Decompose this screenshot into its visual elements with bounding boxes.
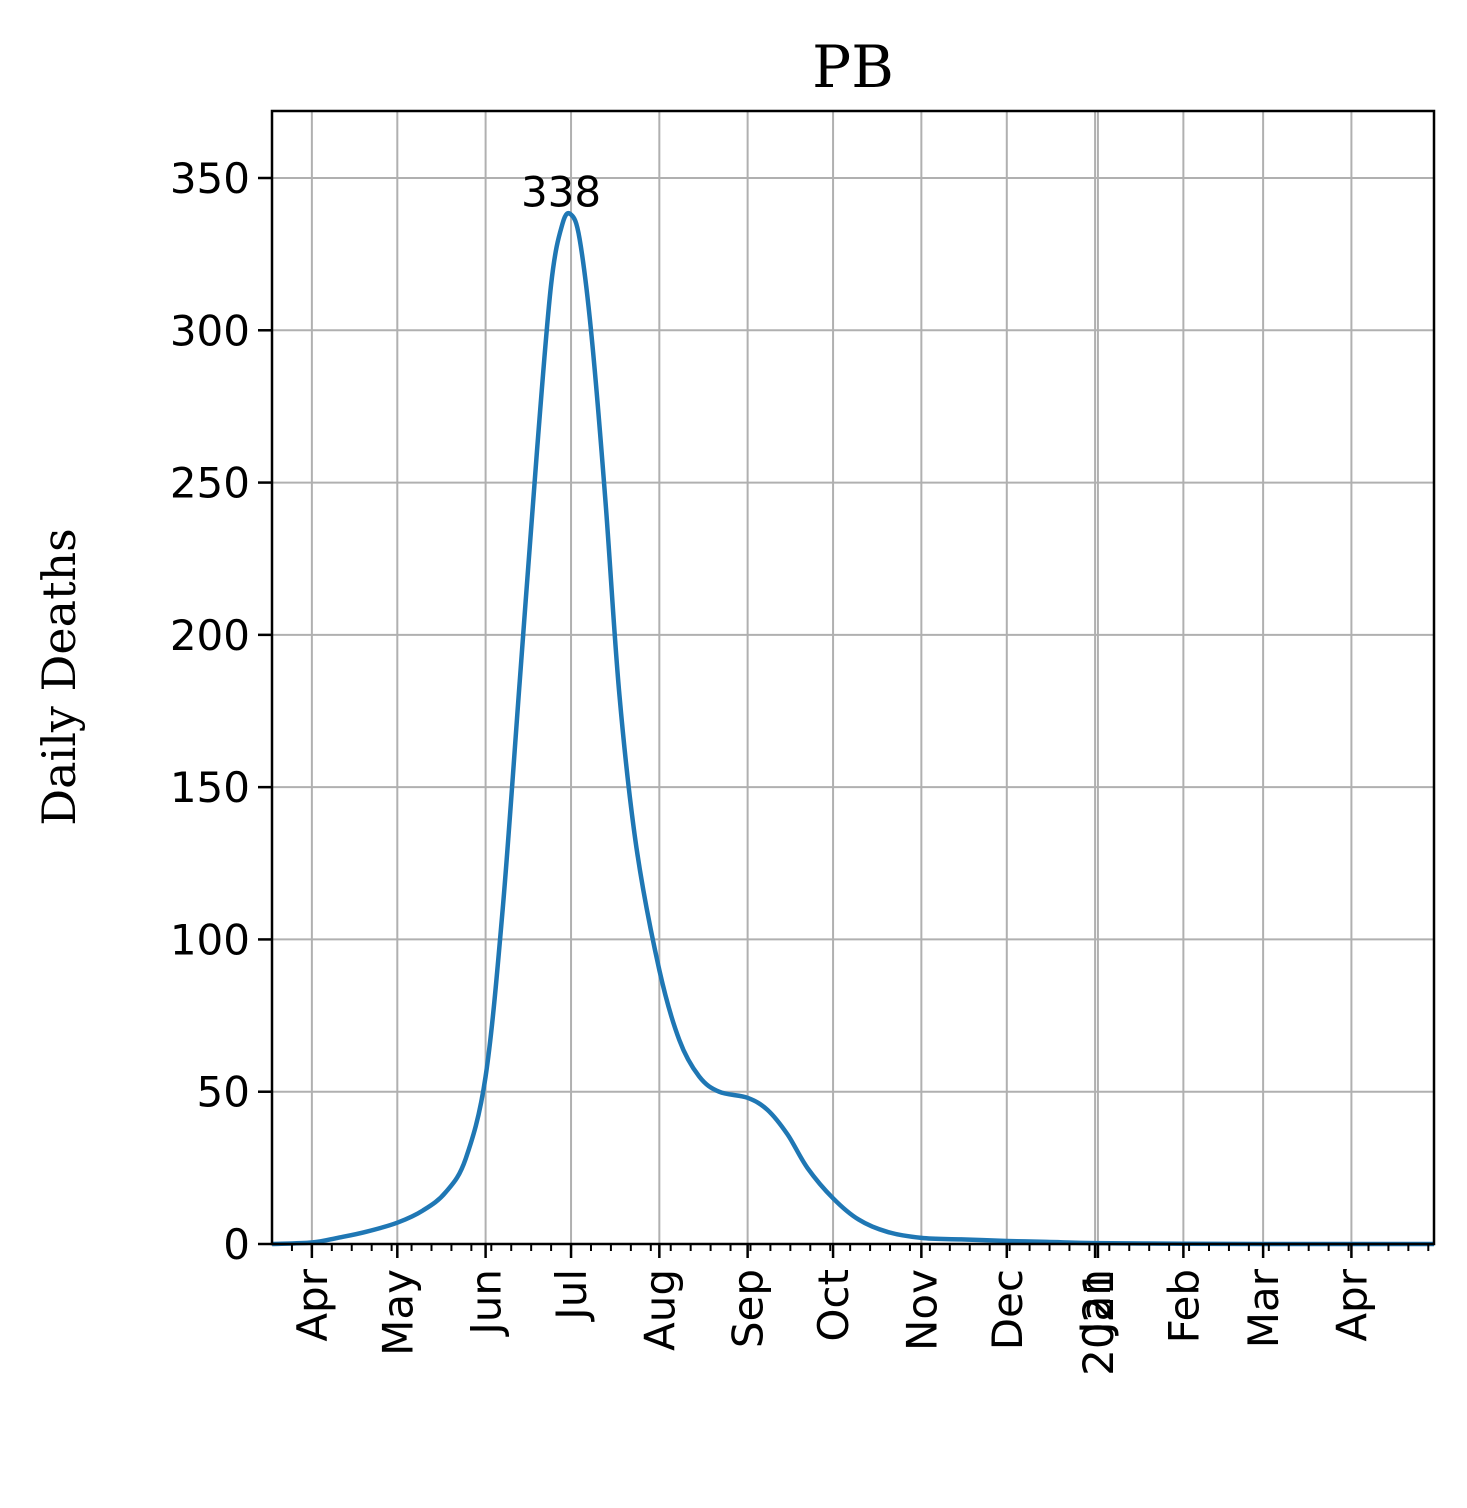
plot-frame	[270, 109, 1436, 1246]
annotations: 338	[521, 168, 601, 217]
y-tick-label: 250	[170, 459, 250, 508]
y-tick-label: 300	[170, 306, 250, 355]
tick-labels: 0 50 100 150 200 250 300 350 Apr May Jun Jul Aug Sep O…	[170, 154, 1377, 1376]
y-tick-label: 200	[170, 611, 250, 660]
grid	[272, 111, 1434, 1245]
peak-label: 338	[521, 168, 601, 217]
x-tick-label: Aug	[635, 1269, 684, 1351]
x-tick-label: Feb	[1159, 1269, 1208, 1343]
x-tick-label: Dec	[983, 1269, 1032, 1350]
x-tick-label: Oct	[809, 1269, 858, 1342]
ticks	[258, 176, 1430, 1258]
y-tick-label: 0	[223, 1220, 250, 1269]
series-line	[271, 211, 1434, 1247]
x-tick-label: Sep	[724, 1269, 773, 1348]
chart-title: PB	[812, 33, 894, 101]
x-tick-label: 2021	[1074, 1269, 1123, 1376]
y-tick-label: 150	[170, 763, 250, 812]
x-tick-label: Nov	[897, 1269, 946, 1351]
y-tick-label: 50	[197, 1068, 250, 1117]
x-tick-label: Apr	[1327, 1268, 1376, 1341]
x-tick-label: Jul	[547, 1269, 596, 1323]
x-tick-label: Jan	[1071, 1269, 1120, 1337]
y-tick-label: 100	[170, 915, 250, 964]
x-tick-label: Jun	[462, 1269, 511, 1338]
x-tick-label: Mar	[1239, 1268, 1288, 1348]
y-axis-label: Daily Deaths	[32, 528, 86, 826]
x-tick-label: Apr	[288, 1268, 337, 1341]
x-tick-label: May	[373, 1269, 422, 1356]
series-layer	[271, 211, 1434, 1247]
y-tick-label: 350	[170, 154, 250, 203]
